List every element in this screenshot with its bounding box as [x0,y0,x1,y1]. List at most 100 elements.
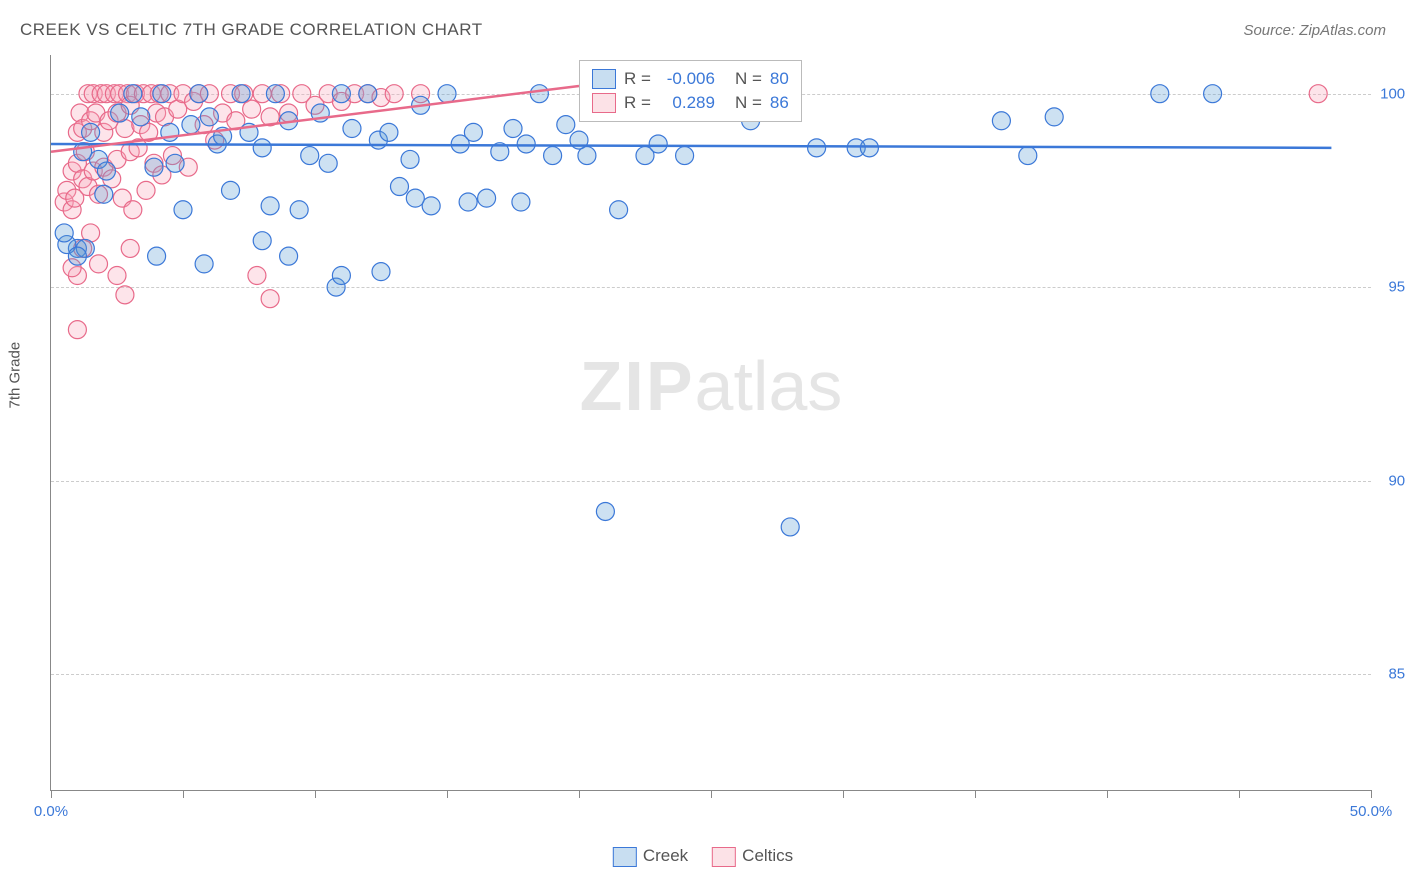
legend-swatch [712,847,736,867]
creek-point [68,247,86,265]
creek-point [610,201,628,219]
x-tick [579,790,580,798]
creek-point [401,150,419,168]
x-tick [1107,790,1108,798]
creek-point [153,85,171,103]
creek-point [253,232,271,250]
creek-point [636,147,654,165]
creek-point [200,108,218,126]
legend-text: N = [735,69,762,89]
x-tick-label: 0.0% [34,803,68,820]
creek-point [557,116,575,134]
legend-box: R = -0.006 N = 80 R = 0.289 N = 86 [579,60,802,122]
creek-point [148,247,166,265]
creek-point [1204,85,1222,103]
creek-point [808,139,826,157]
creek-point [74,143,92,161]
creek-point [422,197,440,215]
celtics-point [248,267,266,285]
creek-point [332,267,350,285]
legend-value: -0.006 [659,69,715,89]
x-tick [1371,790,1372,798]
creek-point [195,255,213,273]
chart-title: CREEK VS CELTIC 7TH GRADE CORRELATION CH… [20,20,483,40]
creek-point [95,185,113,203]
legend-row: R = -0.006 N = 80 [592,67,789,91]
celtics-point [137,181,155,199]
creek-point [530,85,548,103]
legend-value: 86 [770,93,789,113]
creek-point [166,154,184,172]
y-tick-label: 95.0% [1388,279,1406,296]
celtics-point [90,255,108,273]
source-label: Source: ZipAtlas.com [1243,22,1386,39]
x-tick [51,790,52,798]
creek-point [544,147,562,165]
creek-point [111,104,129,122]
creek-point [182,116,200,134]
x-tick [975,790,976,798]
x-tick [711,790,712,798]
creek-point [232,85,250,103]
creek-point [438,85,456,103]
legend-value: 80 [770,69,789,89]
celtics-point [121,239,139,257]
creek-point [1019,147,1037,165]
x-tick [447,790,448,798]
bottom-legend-item: Creek [613,846,688,867]
creek-point [459,193,477,211]
x-tick [183,790,184,798]
creek-point [82,123,100,141]
creek-point [478,189,496,207]
celtics-point [68,321,86,339]
creek-point [390,178,408,196]
header: CREEK VS CELTIC 7TH GRADE CORRELATION CH… [20,20,1386,40]
creek-point [992,112,1010,130]
creek-point [1151,85,1169,103]
celtics-point [108,267,126,285]
creek-point [596,502,614,520]
legend-text: R = [624,93,651,113]
y-tick-label: 100.0% [1380,85,1406,102]
legend-value: 0.289 [659,93,715,113]
creek-point [266,85,284,103]
creek-point [1045,108,1063,126]
creek-point [132,108,150,126]
creek-point [517,135,535,153]
creek-point [222,181,240,199]
creek-point [190,85,208,103]
creek-point [261,197,279,215]
x-tick [1239,790,1240,798]
legend-swatch [613,847,637,867]
creek-point [406,189,424,207]
celtics-point [385,85,403,103]
legend-text: R = [624,69,651,89]
creek-point [253,139,271,157]
legend-swatch [592,93,616,113]
creek-point [781,518,799,536]
creek-point [145,158,163,176]
celtics-point [124,201,142,219]
creek-point [860,139,878,157]
creek-point [380,123,398,141]
y-tick-label: 85.0% [1388,665,1406,682]
celtics-point [1309,85,1327,103]
legend-text: N = [735,93,762,113]
creek-point [464,123,482,141]
creek-point [332,85,350,103]
creek-point [97,162,115,180]
creek-point [319,154,337,172]
celtics-point [243,100,261,118]
creek-point [174,201,192,219]
celtics-point [116,286,134,304]
y-tick-label: 90.0% [1388,472,1406,489]
creek-point [343,120,361,138]
creek-point [124,85,142,103]
creek-point [359,85,377,103]
creek-trendline [51,144,1331,148]
creek-point [676,147,694,165]
creek-point [290,201,308,219]
creek-point [512,193,530,211]
y-axis-label: 7th Grade [7,342,24,409]
scatter-plot [51,55,1371,790]
